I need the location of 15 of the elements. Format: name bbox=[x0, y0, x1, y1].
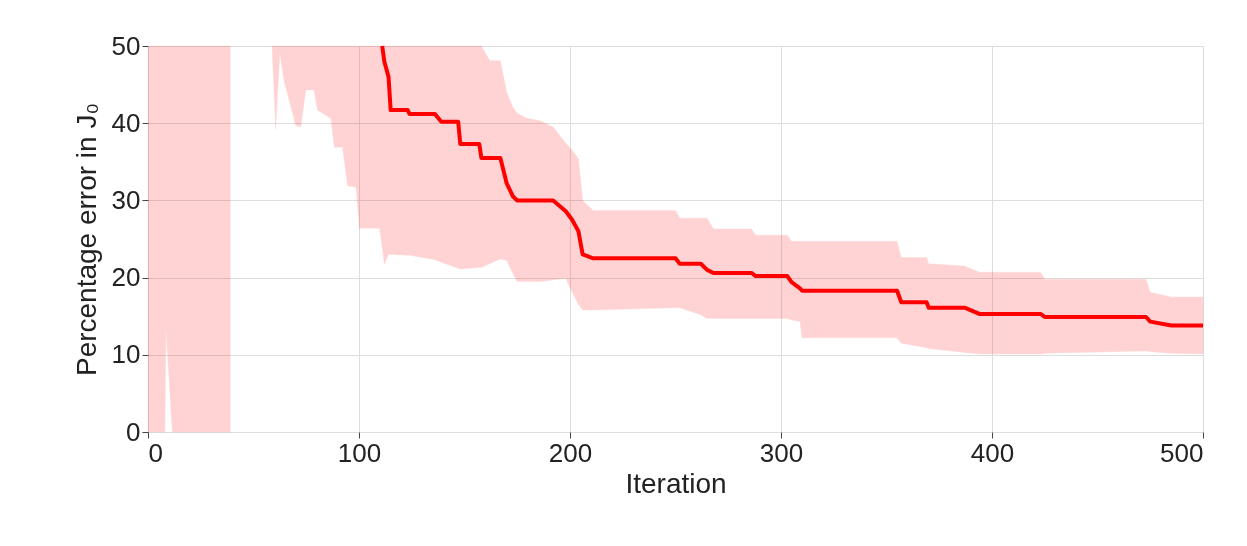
y-axis-title: Percentage error in J₀ bbox=[70, 102, 102, 377]
x-tick-label: 200 bbox=[548, 437, 593, 468]
x-tick-label: 500 bbox=[1160, 437, 1204, 468]
x-tick-label: 400 bbox=[970, 437, 1015, 468]
x-axis-title: Iteration bbox=[625, 467, 727, 499]
y-tick-label: 10 bbox=[111, 339, 141, 370]
y-tick-label: 30 bbox=[111, 184, 141, 215]
line-series bbox=[380, 44, 1205, 328]
y-tick-label: 40 bbox=[111, 107, 141, 138]
y-tick-label: 0 bbox=[126, 416, 141, 447]
x-tick-label: 0 bbox=[148, 437, 163, 468]
x-tick-label: 300 bbox=[759, 437, 804, 468]
y-tick-label: 50 bbox=[111, 30, 141, 61]
x-tick-label: 100 bbox=[337, 437, 382, 468]
y-tick-label: 20 bbox=[111, 262, 141, 293]
